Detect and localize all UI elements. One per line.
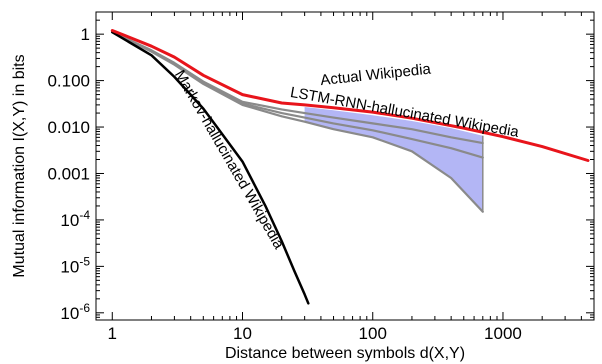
plot-frame	[95, 11, 595, 321]
series-line-4	[111, 30, 310, 305]
series-line-3	[111, 31, 484, 213]
y-tick-label-3: 0.001	[47, 164, 90, 183]
y-axis-label: Mutual information I(X,Y) in bits	[11, 54, 28, 277]
y-tick-label-6: 10-6	[60, 301, 90, 323]
y-tick-label-1: 0.100	[47, 72, 90, 91]
x-tick-label-3: 1000	[484, 324, 522, 343]
series-line-0	[110, 29, 590, 162]
series-lines	[110, 29, 590, 305]
x-tick-label-0: 1	[108, 324, 117, 343]
band-area	[304, 107, 483, 212]
x-axis-label: Distance between symbols d(X,Y)	[225, 345, 465, 362]
lstm-range-band	[304, 107, 483, 212]
axis-ticks: 1 10 100 1000 1 0.100 0.010 0.001 10-4 10-5 10-6	[47, 11, 595, 343]
x-tick-label-2: 100	[359, 324, 387, 343]
y-tick-label-4: 10-4	[60, 208, 90, 230]
y-tick-label-2: 0.010	[47, 118, 90, 137]
y-tick-label-5: 10-5	[60, 254, 90, 276]
annotation-0: Actual Wikipedia	[320, 61, 433, 90]
x-tick-label-1: 10	[233, 324, 252, 343]
y-tick-label-0: 1	[81, 25, 90, 44]
